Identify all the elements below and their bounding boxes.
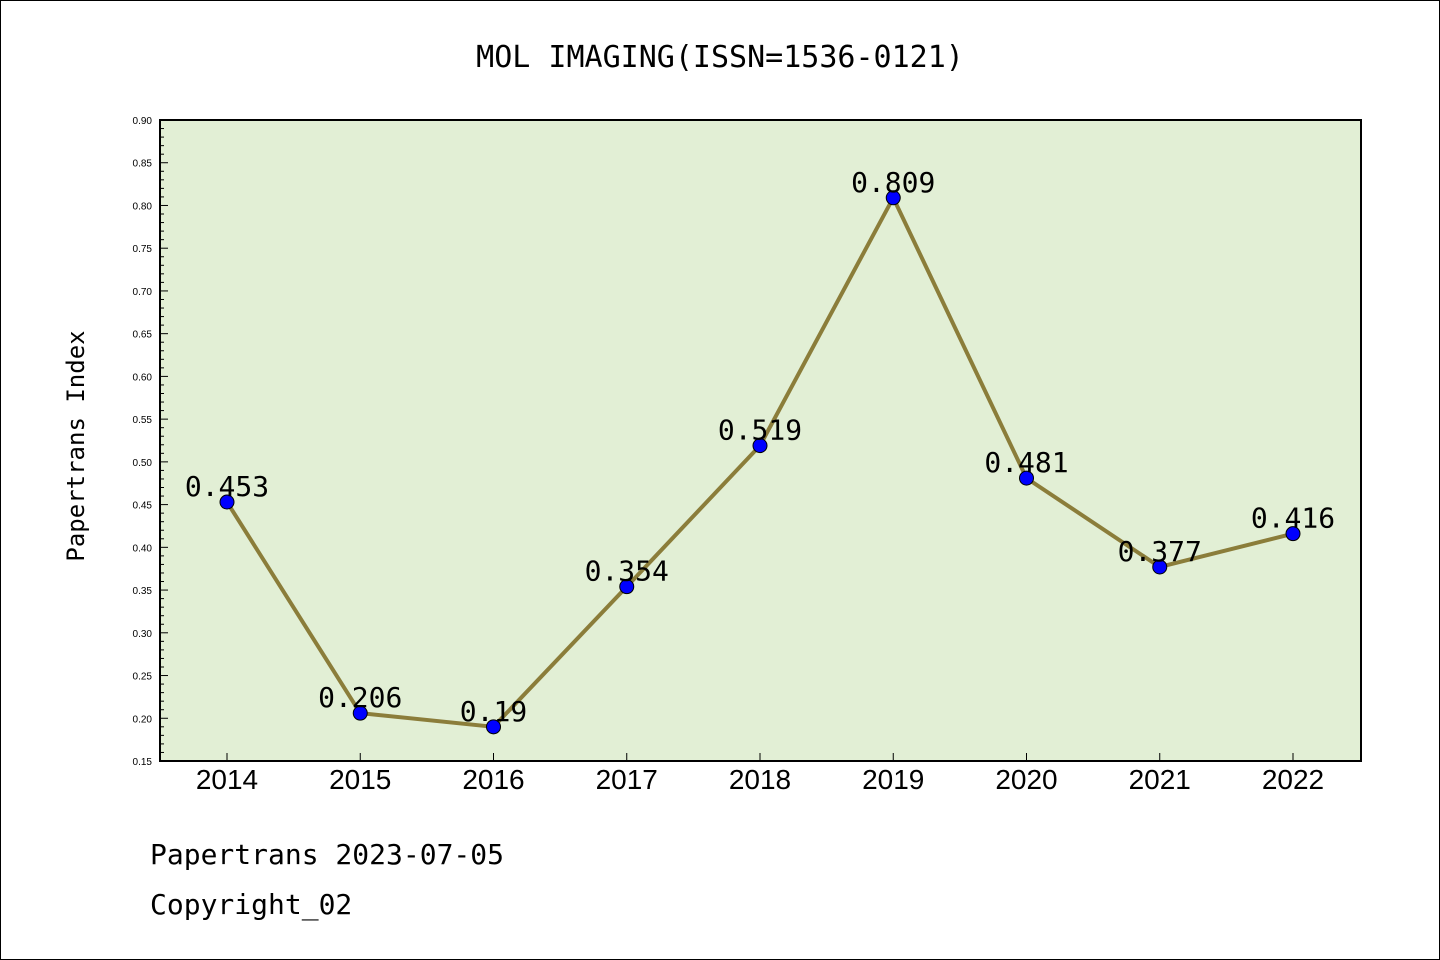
- data-point: [219, 494, 235, 510]
- y-tick-label: 0.90: [133, 116, 153, 127]
- x-tick-label: 2015: [329, 764, 391, 795]
- y-tick-label: 0.70: [133, 287, 153, 298]
- data-label: 0.354: [585, 555, 669, 588]
- y-tick-label: 0.85: [133, 159, 153, 170]
- data-label: 0.377: [1118, 535, 1202, 568]
- x-tick-label: 2014: [196, 764, 258, 795]
- data-point: [1285, 526, 1301, 542]
- data-point: [885, 190, 901, 206]
- y-tick-label: 0.20: [133, 714, 153, 725]
- data-labels: 0.453 0.206 0.19 0.354 0.519 0.809 0.481 0.377 0…: [185, 166, 1335, 728]
- data-point: [1152, 559, 1168, 575]
- data-point: [352, 705, 368, 721]
- x-tick-label: 2020: [995, 764, 1057, 795]
- data-label: 0.206: [318, 681, 402, 714]
- x-tick-label: 2018: [729, 764, 791, 795]
- data-point: [619, 579, 635, 595]
- data-label: 0.453: [185, 470, 269, 503]
- footer-date: Papertrans 2023-07-05: [150, 838, 504, 871]
- y-tick-label: 0.30: [133, 629, 153, 640]
- x-tick-label: 2022: [1262, 764, 1324, 795]
- data-label: 0.481: [984, 446, 1068, 479]
- x-axis-ticks: 2014 2015 2016 2017 2018 2019 2020 2021 2022: [196, 753, 1324, 795]
- y-tick-label: 0.65: [133, 330, 153, 341]
- y-tick-label: 0.35: [133, 586, 153, 597]
- x-tick-label: 2019: [862, 764, 924, 795]
- data-label: 0.809: [851, 166, 935, 199]
- y-tick-label: 0.60: [133, 372, 153, 383]
- y-axis-ticks: 0.15 0.20 0.25 0.30 0.35 0.40 0.45 0.50 0.55 0.60…: [133, 116, 168, 768]
- data-label: 0.519: [718, 414, 802, 447]
- y-tick-label: 0.25: [133, 672, 153, 683]
- data-point: [1019, 470, 1034, 486]
- plot-border: [159, 119, 1362, 762]
- x-tick-label: 2016: [462, 764, 524, 795]
- data-point: [752, 438, 768, 454]
- data-label: 0.19: [460, 695, 527, 728]
- y-tick-label: 0.15: [133, 757, 153, 768]
- y-tick-label: 0.75: [133, 244, 153, 255]
- y-tick-label: 0.40: [133, 543, 153, 554]
- footer-copyright: Copyright_02: [150, 888, 352, 922]
- data-markers: [219, 190, 1301, 735]
- y-tick-label: 0.50: [133, 458, 153, 469]
- y-axis-label: Papertrans Index: [62, 330, 90, 561]
- data-point: [486, 719, 501, 735]
- x-tick-label: 2017: [596, 764, 658, 795]
- chart-title: MOL IMAGING(ISSN=1536-0121): [476, 40, 964, 75]
- y-tick-label: 0.45: [133, 501, 153, 512]
- data-label: 0.416: [1251, 502, 1335, 535]
- y-tick-label: 0.55: [133, 415, 153, 426]
- x-tick-label: 2021: [1129, 764, 1191, 795]
- y-tick-label: 0.80: [133, 201, 153, 212]
